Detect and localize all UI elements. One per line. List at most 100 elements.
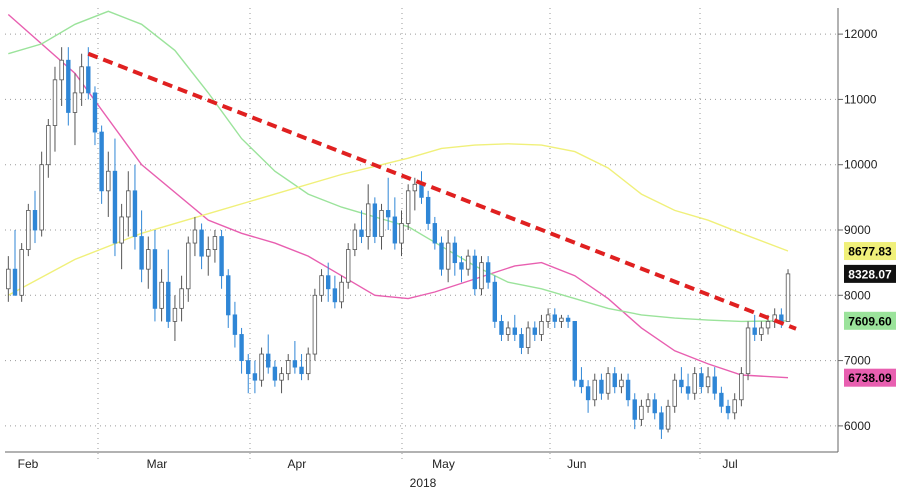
candle-58 [392,197,398,250]
candle-63 [425,190,431,230]
candle-117 [785,269,791,322]
candle-body [492,281,498,322]
candle-14 [99,125,104,204]
candle-1 [12,230,18,296]
candle-body [752,327,757,335]
y-tick-label-3: 9000 [844,223,871,237]
x-tick-label-0: Feb [18,457,39,471]
candle-110 [739,367,744,407]
candle-body [432,223,438,244]
x-tick-label-5: Jul [722,457,737,471]
candle-body [119,216,124,244]
moving-average-lines [7,10,789,379]
candle-77 [519,327,524,355]
candle-body [605,373,611,394]
candle-body [126,190,131,218]
candle-93 [625,373,631,407]
candlesticks [6,47,791,439]
candle-body [266,353,271,368]
candle-body [659,412,664,430]
candle-body [619,379,624,388]
candle-body [559,317,564,322]
candle-body [639,405,644,420]
candle-88 [592,373,597,407]
candle-body [39,164,44,231]
candle-26 [179,275,184,322]
candle-71 [479,256,484,296]
candle-6 [46,119,51,178]
candle-102 [685,373,691,400]
candle-82 [552,308,557,328]
candle-33 [226,269,231,328]
ma-short-line [7,13,789,379]
candle-94 [632,393,637,430]
candle-body [505,327,511,335]
candle-61 [412,177,418,211]
candle-body [372,203,378,237]
candle-106 [712,367,717,400]
candle-body [465,255,471,270]
y-tick-label-2: 8000 [844,288,871,302]
candle-69 [465,249,471,276]
candle-37 [252,360,258,394]
candle-body [292,360,298,368]
candle-body [106,170,111,192]
candle-body [665,405,671,430]
candle-85 [572,321,577,387]
candle-body [445,242,451,270]
candle-87 [585,380,591,413]
candle-body [212,236,218,250]
y-tick-label-6: 12000 [844,27,878,41]
candle-body [332,288,338,303]
candle-body [345,249,351,283]
y-tick-label-1: 7000 [844,354,871,368]
candle-body [552,314,557,322]
candle-17 [119,203,124,270]
value-tag-bg [844,311,896,330]
candle-96 [645,393,651,413]
candle-body [539,321,544,335]
candle-99 [665,399,671,433]
candle-body [645,399,651,407]
x-tick-label-1: Mar [147,457,168,471]
candle-2 [19,243,24,302]
candle-54 [365,184,371,250]
candle-body [625,379,631,401]
candle-48 [326,262,331,302]
candle-15 [106,151,111,217]
y-tick-label-4: 10000 [844,158,878,172]
candle-body [712,376,717,394]
value-tag-label: 7609.60 [848,314,892,328]
candle-body [239,334,244,361]
candle-body [459,262,464,270]
candle-8 [59,47,64,106]
candle-body [112,170,118,244]
candle-body [66,59,71,113]
candle-53 [359,210,364,244]
candle-104 [699,367,704,394]
candle-34 [232,301,238,348]
candle-body [365,203,371,237]
candle-body [599,379,604,394]
candle-body [585,386,591,401]
candle-68 [459,256,464,283]
candle-103 [692,367,697,400]
candle-59 [399,210,404,257]
candle-3 [26,203,31,257]
candle-97 [652,393,657,420]
candle-24 [166,249,171,328]
candle-112 [752,314,757,341]
candle-body [379,210,384,237]
candle-body [392,216,398,244]
candle-62 [419,171,424,204]
candle-0 [6,256,11,302]
candle-105 [705,367,711,394]
value-tag-label: 8677.83 [848,245,892,259]
candle-25 [172,295,178,341]
candle-body [199,229,204,257]
candle-81 [545,308,551,328]
candle-80 [539,314,544,341]
candle-body [485,262,491,283]
candle-body [732,399,737,414]
